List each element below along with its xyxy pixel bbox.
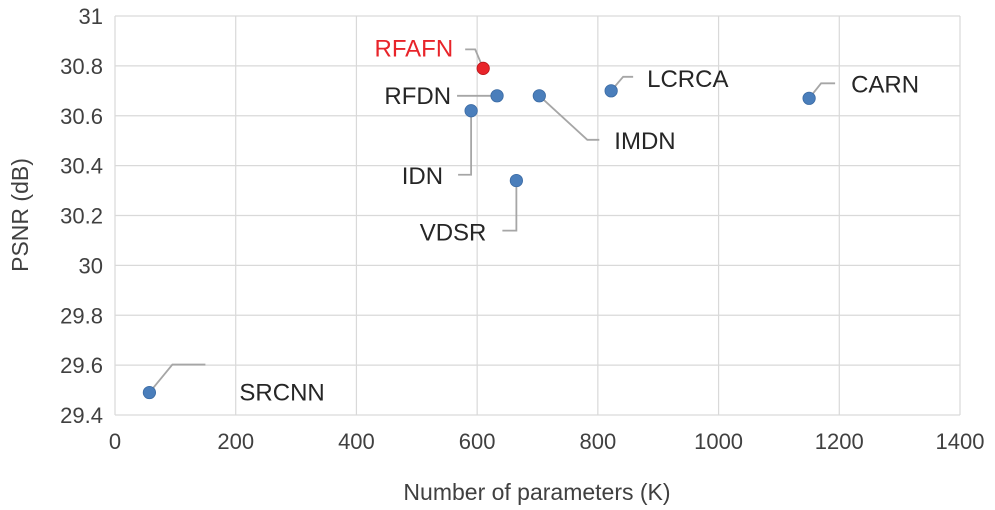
data-point-lcrca <box>604 84 618 98</box>
gridlines <box>114 15 961 416</box>
point-label-rfdn: RFDN <box>384 83 451 110</box>
x-axis-ticks: 0 200 400 600 800 1000 1200 1400 <box>109 429 985 454</box>
y-tick-label: 29.6 <box>60 353 103 378</box>
x-tick-label: 800 <box>579 429 616 454</box>
y-tick-label: 30.2 <box>60 204 103 229</box>
data-point-carn <box>802 91 816 105</box>
leader-line-vdsr <box>502 180 518 232</box>
leader-line-rfafn <box>465 48 485 69</box>
leader-line-imdn <box>538 95 600 141</box>
point-labels: SRCNN VDSR IDN RFDN IMDN LCRCA CARN RFAFN <box>239 35 919 406</box>
data-point-rfafn <box>476 61 490 75</box>
x-tick-label: 600 <box>459 429 496 454</box>
x-tick-label: 200 <box>217 429 254 454</box>
data-point-idn <box>464 104 478 118</box>
y-tick-label: 30 <box>79 253 103 278</box>
y-tick-label: 30.4 <box>60 154 103 179</box>
leader-lines <box>148 48 836 394</box>
x-axis-title: Number of parameters (K) <box>403 479 670 505</box>
y-tick-label: 30.6 <box>60 104 103 129</box>
y-tick-label: 31 <box>79 4 103 29</box>
y-axis-ticks: 29.4 29.6 29.8 30 30.2 30.4 30.6 30.8 31 <box>60 4 103 428</box>
data-point-srcnn <box>142 385 157 400</box>
leader-line-srcnn <box>148 363 206 394</box>
point-label-srcnn: SRCNN <box>239 380 324 407</box>
data-point-imdn <box>532 89 546 103</box>
data-points <box>142 61 816 400</box>
x-tick-label: 0 <box>109 429 121 454</box>
data-point-rfdn <box>490 89 504 103</box>
x-tick-label: 1000 <box>694 429 743 454</box>
point-label-imdn: IMDN <box>614 128 675 155</box>
y-tick-label: 29.8 <box>60 303 103 328</box>
x-tick-label: 1400 <box>936 429 985 454</box>
y-tick-label: 30.8 <box>60 54 103 79</box>
point-label-carn: CARN <box>851 71 919 98</box>
point-label-lcrca: LCRCA <box>647 66 728 93</box>
x-tick-label: 400 <box>338 429 375 454</box>
point-label-rfafn: RFAFN <box>375 35 454 62</box>
x-tick-label: 1200 <box>815 429 864 454</box>
leader-line-idn <box>458 110 473 176</box>
point-label-idn: IDN <box>402 163 443 190</box>
y-tick-label: 29.4 <box>60 403 103 428</box>
data-point-vdsr <box>509 173 523 188</box>
y-axis-title: PSNR (dB) <box>7 158 33 272</box>
point-label-vdsr: VDSR <box>420 220 487 247</box>
